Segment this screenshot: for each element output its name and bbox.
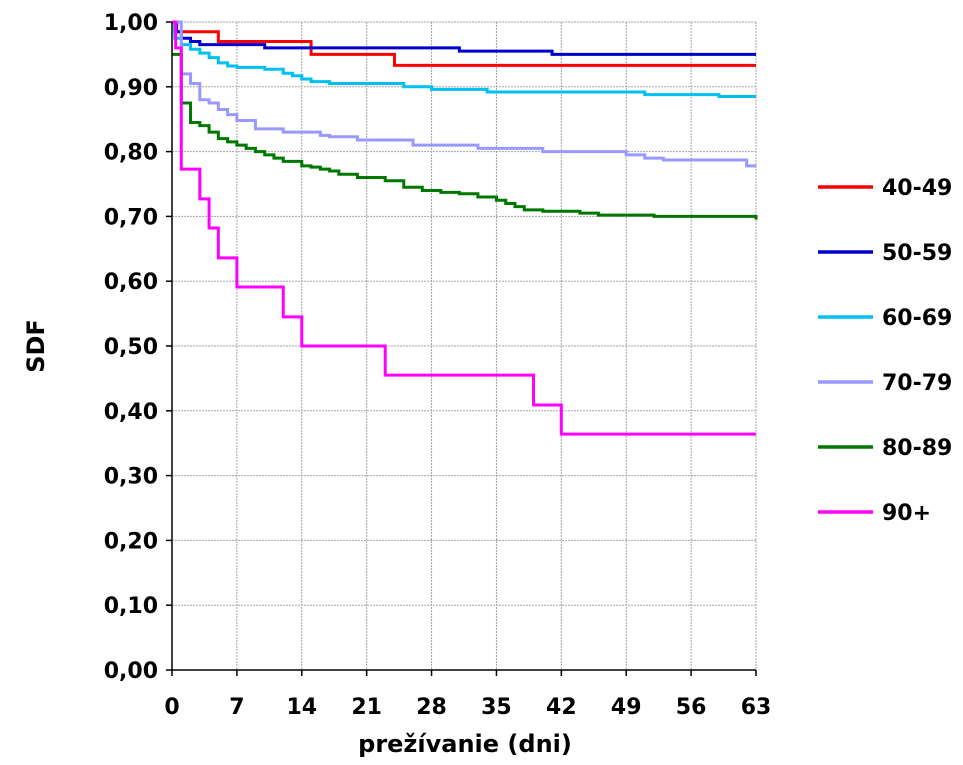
y-tick-label: 0,00 [104,659,158,684]
y-tick-label: 0,20 [104,529,158,554]
legend-label: 40-49 [882,176,952,201]
x-tick-label: 7 [229,695,244,720]
y-tick-label: 0,90 [104,76,158,101]
y-tick-label: 0,50 [104,335,158,360]
series-lines [172,20,758,436]
legend-label: 80-89 [882,436,952,461]
y-tick-label: 0,60 [104,270,158,295]
legend: 40-49 50-59 60-69 70-79 80-89 90+ [818,176,952,526]
legend-label: 90+ [882,501,931,526]
y-tick-label: 0,10 [104,594,158,619]
series-line-80-89 [172,52,758,220]
x-tick-label: 42 [546,695,577,720]
x-tick-label: 14 [286,695,317,720]
x-tick-label: 0 [164,695,179,720]
x-tick-label: 28 [416,695,447,720]
y-tick-label: 0,30 [104,465,158,490]
legend-label: 60-69 [882,306,952,331]
series-line-50-59 [172,20,756,56]
series-line-60-69 [172,20,756,99]
legend-label: 50-59 [882,241,952,266]
x-tick-label: 35 [481,695,512,720]
y-tick-label: 1,00 [104,11,158,36]
grid-lines [172,21,757,670]
y-tick-label: 0,40 [104,400,158,425]
x-tick-labels: 0 7 14 21 28 35 42 49 56 63 [164,695,771,720]
y-axis-title: SDF [22,319,50,373]
y-tick-label: 0,80 [104,141,158,166]
x-tick-label: 56 [676,695,707,720]
x-tick-label: 49 [611,695,642,720]
series-line-90+ [172,20,756,436]
x-axis-title: prežívanie (dni) [358,730,572,758]
y-tick-labels: 0,00 0,10 0,20 0,30 0,40 0,50 0,60 0,70 0,80 0,90… [104,11,158,684]
y-tick-label: 0,70 [104,205,158,230]
x-tick-label: 21 [351,695,382,720]
series-line-70-79 [172,20,756,168]
legend-label: 70-79 [882,371,952,396]
axes [166,21,757,676]
x-tick-label: 63 [741,695,772,720]
